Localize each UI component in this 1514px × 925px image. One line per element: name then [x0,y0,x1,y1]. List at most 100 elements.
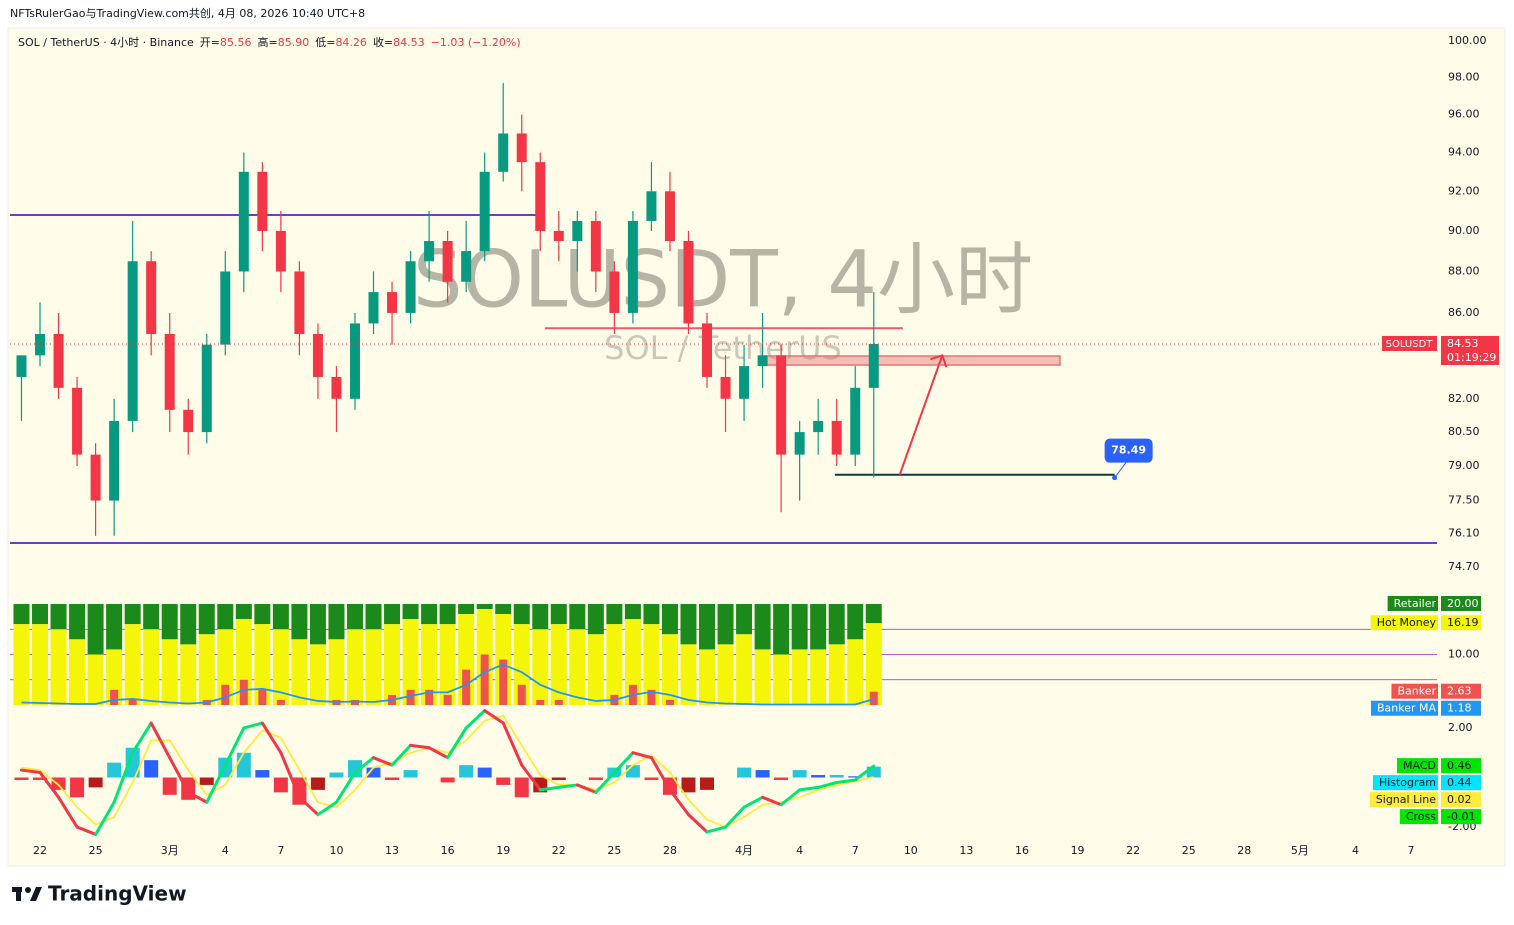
banker-bar [665,699,674,705]
histogram-bar [848,776,863,778]
legend-name-box [1397,758,1438,774]
retailer-bar [754,604,771,650]
macd-segment [149,721,172,760]
hot-money-bar [124,624,141,705]
histogram-bar [144,760,159,778]
legend-name-box [1391,683,1438,699]
x-tick-label: 16 [1015,844,1029,857]
candle-body [646,191,657,221]
hot-money-bar [291,639,308,705]
banker-bar [258,689,267,705]
x-tick-label: 4 [796,844,803,857]
histogram-bar [792,770,807,778]
macd-segment [779,788,802,807]
macd-segment [649,756,672,792]
histogram-bar [681,777,696,793]
legend-value-box [1441,792,1481,808]
macd-segment [853,764,876,782]
hot-money-bar [773,654,790,705]
x-tick-label: 22 [33,844,47,857]
legend-name: Retailer [1394,597,1437,610]
legend-value-box [1441,596,1481,611]
hot-money-bar [143,629,160,705]
legend-value-box [1441,758,1481,774]
y-tick-label: 82.00 [1448,392,1480,405]
hot-money-bar [661,634,678,705]
candle-body [368,292,379,324]
histogram-bar [236,752,251,778]
candle-body [479,171,490,252]
macd-segment [742,795,765,809]
legend-value: -0.01 [1447,810,1475,823]
macd-segment [279,751,301,799]
retailer-bar [180,604,197,645]
hot-money-bar [439,624,456,705]
legend-value-box [1441,683,1481,699]
candle-body [312,334,323,377]
symbol-header: SOL / TetherUS · 4小时 · Binance 开=85.56 高=8… [18,34,527,50]
watermark-title: SOLUSDT, 4小时 [413,235,1033,325]
histogram-bar [588,777,603,780]
hot-money-bar [50,629,67,705]
hot-money-bar [828,644,845,705]
macd-segment [724,805,746,829]
histogram-bar [440,777,455,783]
histogram-bar [347,760,362,778]
ohlc-value: 85.56 [220,36,252,49]
retailer-bar [532,604,549,630]
legend-value-box [1441,809,1481,825]
hot-money-bar [587,634,604,705]
candle-body [794,432,805,455]
histogram-bar [255,770,270,778]
x-tick-label: 4 [1352,844,1359,857]
candle-body [275,230,286,272]
candle-body [349,323,360,399]
banker-bar [647,689,656,705]
y-tick-label: 94.00 [1448,146,1480,159]
legend-value-box [1441,775,1481,791]
macd-segment [131,721,153,755]
retailer-bar [13,604,30,625]
hot-money-bar [346,629,363,705]
banker-bar [443,694,452,705]
legend-value: 2.63 [1447,685,1472,698]
legend-value-box [1441,700,1481,716]
logo-mark [12,887,42,901]
y-tick-label: 80.50 [1448,425,1480,438]
candle-body [516,133,527,163]
x-tick-label: 5月 [1291,844,1309,857]
retailer-bar [476,604,493,610]
retailer-bar [513,604,530,625]
candle-body [220,271,231,345]
retailer-bar [550,604,567,625]
legend-name: Cross [1406,810,1436,823]
hot-money-bar [569,629,586,705]
candle-body [627,220,638,313]
legend-value-box [1441,615,1481,631]
marker-label: 78.49 [1111,444,1146,457]
histogram-bar [774,777,789,780]
candle-body [535,162,546,231]
legend-name: Hot Money [1377,616,1437,629]
hot-money-bar [161,639,178,705]
macd-segment [112,751,135,804]
histogram-bar [292,777,307,805]
histogram-bar [625,765,640,778]
retailer-bar [384,604,401,625]
change: −1.03 (−1.20%) [430,36,521,49]
histogram-bar [755,770,770,778]
ohlc-value: 84.26 [335,36,367,49]
candle-body [572,220,583,241]
candle-body [90,454,101,501]
candle-body [757,355,768,367]
histogram-bar [125,747,140,778]
candle-body [387,292,398,313]
histogram-bar [162,777,177,795]
macd-segment [631,751,653,760]
candle-body [553,230,564,241]
candle-body [683,240,694,324]
histogram-bar [385,777,400,780]
x-tick-label: 10 [904,844,918,857]
last-price-box [1441,336,1499,366]
hot-money-bar [180,644,197,705]
